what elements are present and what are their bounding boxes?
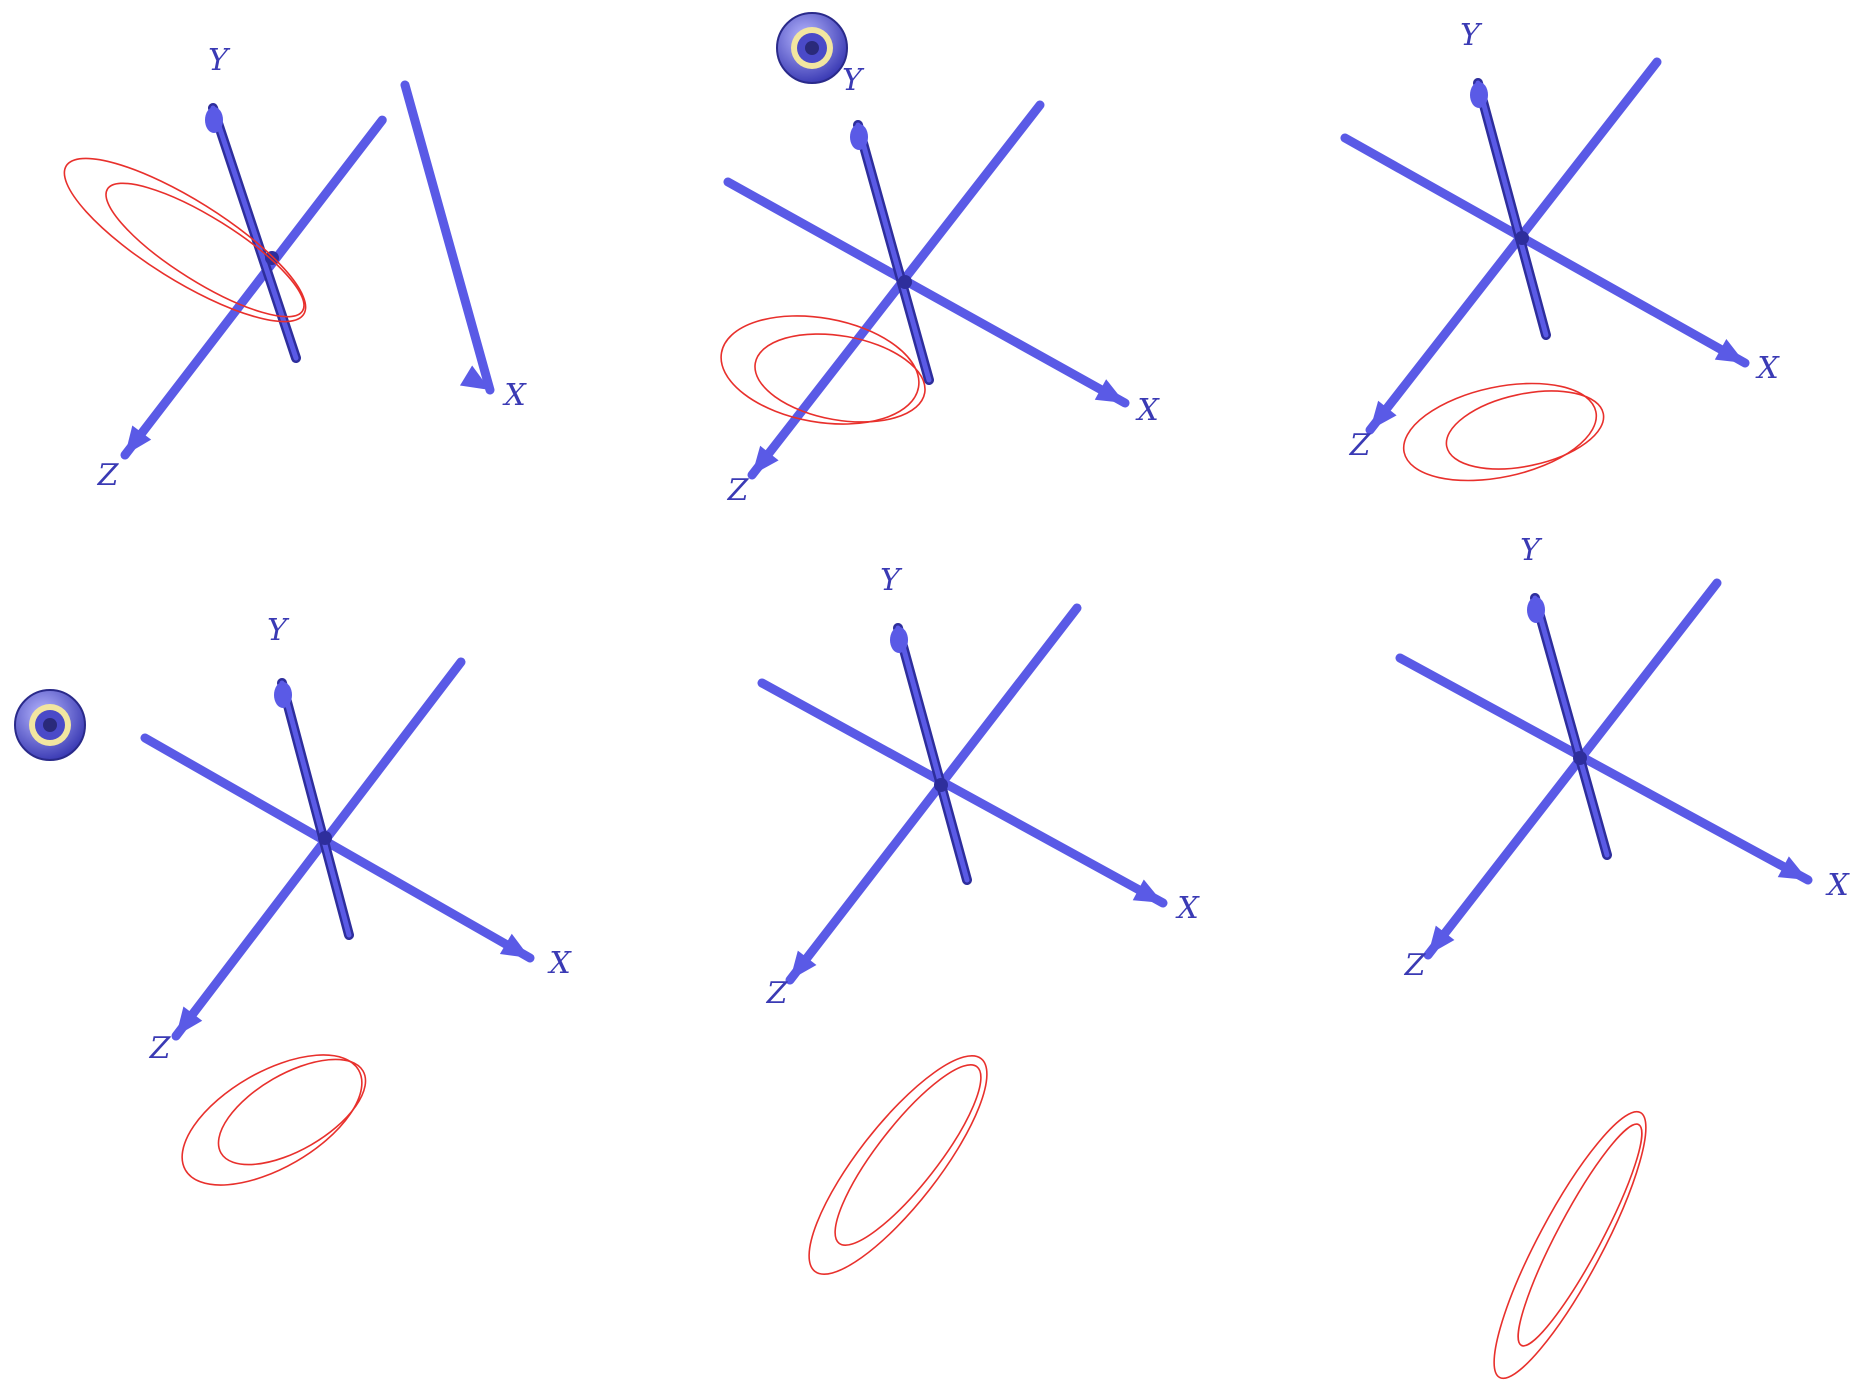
- y-axis-highlight: [895, 625, 970, 883]
- y-axis-label: Y: [1520, 533, 1543, 568]
- z-axis-label: Z: [149, 1031, 172, 1066]
- arrow-head: [125, 425, 152, 455]
- y-axis-label: Y: [1460, 18, 1483, 53]
- origin-point: [265, 251, 279, 265]
- ring-inner: [105, 182, 305, 318]
- x-axis-label: X: [1135, 393, 1160, 428]
- x-axis-label: X: [502, 378, 527, 413]
- origin-point: [1573, 751, 1587, 765]
- x-axis-label: X: [547, 946, 572, 981]
- ring-inner: [834, 1064, 982, 1246]
- target-icon[interactable]: [776, 12, 848, 84]
- arrow-head: [752, 445, 779, 475]
- y-axis-head: [274, 682, 292, 708]
- arrow-head: [1428, 925, 1455, 955]
- z-axis: [171, 657, 466, 1041]
- x-axis: [1340, 133, 1750, 368]
- y-axis-highlight: [1475, 80, 1549, 338]
- y-axis-highlight: [279, 680, 352, 938]
- y-axis-label: Y: [880, 563, 903, 598]
- z-axis: [747, 100, 1045, 480]
- origin-point: [318, 831, 332, 845]
- arrow-head: [1714, 339, 1745, 363]
- arrow-head: [1132, 879, 1163, 903]
- x-axis: [1395, 653, 1813, 885]
- x-axis: [140, 733, 535, 963]
- y-axis-head: [1527, 597, 1545, 623]
- y-axis-label: Y: [208, 43, 231, 78]
- y-axis-label: Y: [267, 613, 290, 648]
- y-axis-highlight: [855, 122, 932, 383]
- x-axis: [723, 177, 1130, 408]
- ring-inner: [754, 333, 926, 423]
- arrow-head: [1777, 856, 1808, 880]
- z-axis: [1365, 57, 1662, 435]
- axes-panel-4: X Y Z: [14, 613, 572, 1186]
- y-axis-head: [890, 627, 908, 653]
- arrow-head: [790, 950, 817, 980]
- origin-point: [1515, 231, 1529, 245]
- axes-panel-3: X Y Z: [1340, 18, 1780, 482]
- x-axis: [757, 678, 1168, 908]
- arrow-head: [1370, 400, 1397, 430]
- z-axis-label: Z: [97, 458, 120, 493]
- x-axis-label: X: [1175, 891, 1200, 926]
- y-axis-highlight: [1532, 595, 1610, 858]
- ring-outer: [63, 157, 307, 323]
- axes-panel-5: X Y Z: [757, 563, 1200, 1275]
- ring-inner: [217, 1058, 367, 1166]
- y-axis-label: Y: [842, 63, 865, 98]
- z-axis-label: Z: [766, 976, 789, 1011]
- ring-inner: [1517, 1123, 1643, 1347]
- x-axis-label: X: [1825, 868, 1850, 903]
- y-axis-head: [205, 107, 223, 133]
- z-axis: [120, 115, 387, 460]
- y-axis-head: [1470, 82, 1488, 108]
- arrow-head: [1094, 379, 1125, 403]
- z-axis-label: Z: [1404, 948, 1427, 983]
- ring-outer: [808, 1055, 988, 1275]
- ring-outer: [720, 315, 920, 425]
- axes-panel-2: X Y Z: [720, 12, 1160, 508]
- z-axis-label: Z: [727, 473, 750, 508]
- axes-panel-1: X Y Z: [63, 43, 527, 493]
- arrow-head: [499, 933, 530, 958]
- x-axis: [400, 80, 495, 395]
- z-axis: [785, 603, 1082, 985]
- x-axis-label: X: [1755, 351, 1780, 386]
- target-icon[interactable]: [14, 689, 86, 761]
- arrow-head: [459, 365, 490, 390]
- origin-point: [934, 778, 948, 792]
- arrow-head: [176, 1006, 203, 1036]
- ring-outer: [1402, 382, 1598, 482]
- axes-panel-6: X Y Z: [1395, 533, 1850, 1380]
- ring-outer: [1493, 1110, 1647, 1380]
- ring-outer: [181, 1054, 363, 1186]
- ring-inner: [1445, 390, 1605, 470]
- origin-point: [898, 275, 912, 289]
- z-axis-label: Z: [1349, 428, 1372, 463]
- y-axis-head: [850, 124, 868, 150]
- z-axis: [1423, 578, 1722, 960]
